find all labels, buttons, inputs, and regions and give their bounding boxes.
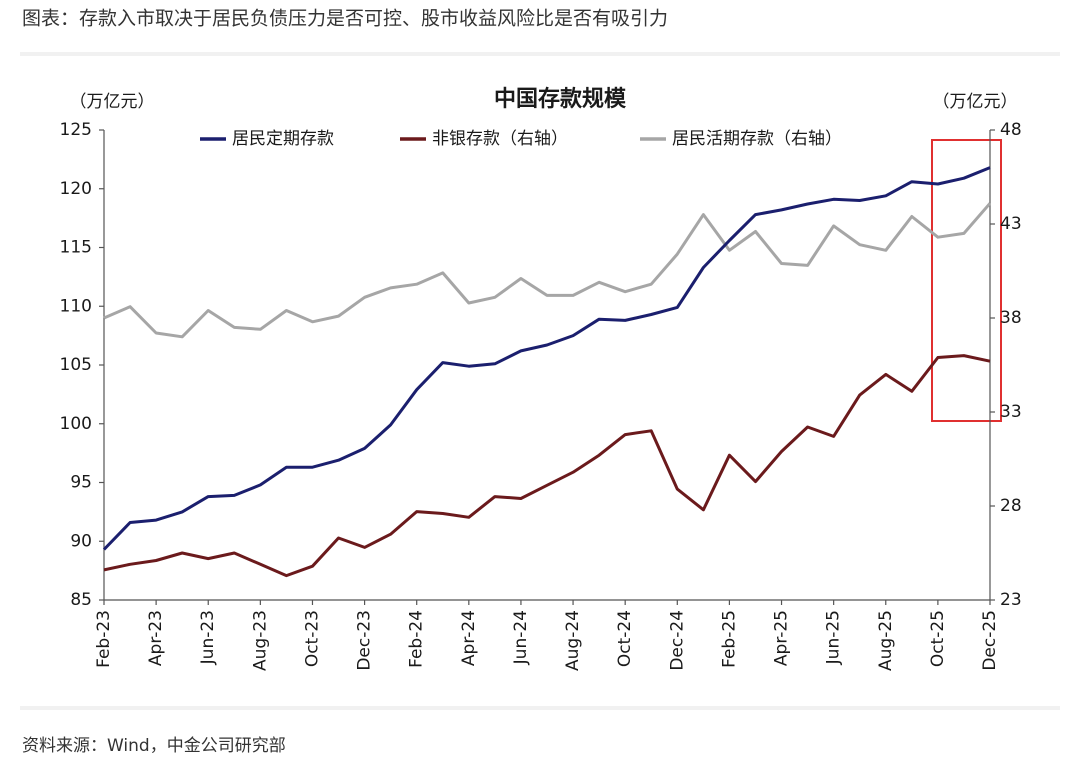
y-tick-label: 90 (70, 531, 92, 551)
y-tick-label: 125 (60, 120, 92, 140)
x-tick-label: Dec-24 (667, 610, 687, 671)
x-tick-label: Aug-23 (250, 610, 270, 671)
y-tick-label: 105 (60, 355, 92, 375)
y2-tick-label: 28 (1000, 496, 1022, 516)
legend-label: 居民定期存款 (232, 129, 334, 149)
y2-tick-label: 38 (1000, 308, 1022, 328)
y-tick-label: 85 (70, 590, 92, 610)
x-tick-label: Dec-25 (980, 610, 1000, 671)
separator (20, 706, 1060, 710)
y-tick-label: 100 (60, 414, 92, 434)
legend-label: 非银存款（右轴） (432, 129, 568, 149)
chart-title: 中国存款规模 (494, 86, 627, 112)
y2-tick-label: 23 (1000, 590, 1022, 610)
y-tick-label: 95 (70, 473, 92, 493)
x-tick-label: Aug-25 (876, 610, 896, 671)
x-tick-label: Feb-23 (94, 610, 114, 668)
source: 资料来源：Wind，中金公司研究部 (22, 736, 286, 756)
y2-tick-label: 48 (1000, 120, 1022, 140)
y-axis-label: （万亿元） (70, 92, 155, 112)
caption: 图表：存款入市取决于居民负债压力是否可控、股市收益风险比是否有吸引力 (22, 8, 668, 30)
y-tick-label: 120 (60, 179, 92, 199)
y2-tick-label: 43 (1000, 214, 1022, 234)
separator (20, 52, 1060, 56)
x-tick-label: Apr-25 (772, 610, 792, 666)
x-tick-label: Feb-24 (407, 610, 427, 668)
x-tick-label: Feb-25 (719, 610, 739, 668)
x-tick-label: Aug-24 (563, 610, 583, 671)
y-tick-label: 110 (60, 296, 92, 316)
legend-label: 居民活期存款（右轴） (672, 129, 842, 149)
x-tick-label: Apr-23 (146, 610, 166, 666)
x-tick-label: Apr-24 (459, 610, 479, 666)
y2-axis-label: （万亿元） (933, 92, 1018, 112)
x-tick-label: Oct-23 (302, 610, 322, 667)
x-tick-label: Dec-23 (355, 610, 375, 671)
y-tick-label: 115 (60, 238, 92, 258)
x-tick-label: Jun-24 (511, 610, 531, 665)
x-tick-label: Oct-24 (615, 610, 635, 667)
x-tick-label: Jun-23 (198, 610, 218, 665)
series-line (103, 202, 992, 339)
y2-tick-label: 33 (1000, 402, 1022, 422)
highlight-box (931, 139, 1002, 422)
x-tick-label: Oct-25 (928, 610, 948, 667)
series-line (103, 354, 991, 578)
x-tick-label: Jun-25 (824, 610, 844, 665)
series-line (102, 166, 991, 551)
